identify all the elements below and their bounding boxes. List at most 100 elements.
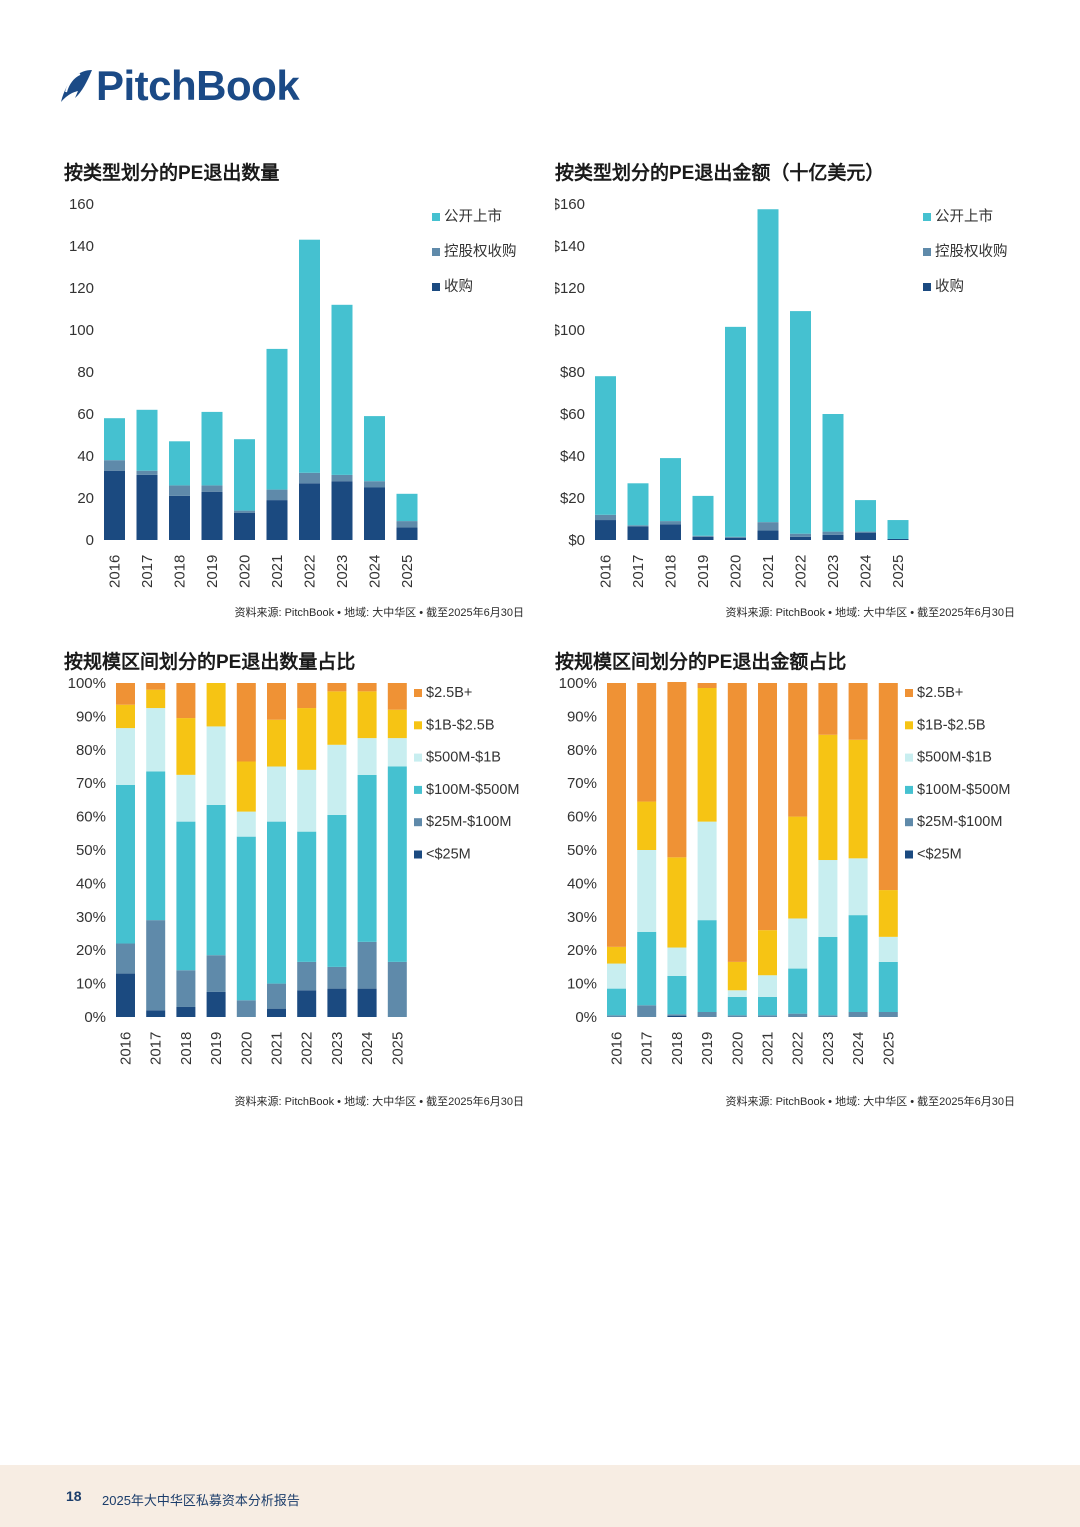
bar-segment	[136, 470, 158, 475]
y-tick-label: 80	[77, 364, 94, 381]
bar-segment	[104, 418, 125, 461]
bar-segment	[607, 1015, 626, 1017]
bar-segment	[357, 774, 377, 942]
bar-segment	[607, 963, 626, 989]
bar-segment	[757, 209, 779, 523]
page-footer: 18 2025年大中华区私募资本分析报告	[0, 1465, 1080, 1527]
bar-segment	[727, 990, 747, 997]
bar-segment	[201, 485, 223, 492]
bar-segment	[790, 533, 811, 537]
bar-segment	[697, 688, 717, 822]
source-note: 资料来源: PitchBook • 地域: 大中华区 • 截至2025年6月30…	[234, 1096, 524, 1108]
legend-label: $100M-$500M	[426, 782, 520, 798]
x-tick-label: 2020	[237, 555, 254, 588]
y-tick-label: 160	[69, 196, 94, 213]
x-tick-label: 2019	[699, 1032, 716, 1065]
bar-segment	[364, 416, 385, 482]
legend-swatch	[905, 818, 913, 827]
legend-swatch	[923, 248, 931, 256]
bar-segment	[790, 536, 811, 540]
y-tick-label: $120	[555, 280, 585, 297]
bar-segment	[818, 1015, 838, 1017]
y-tick-label: $40	[560, 448, 585, 465]
x-tick-label: 2020	[729, 1032, 746, 1065]
y-tick-label: $100	[555, 322, 585, 339]
bar-segment	[206, 683, 226, 727]
report-title: 2025年大中华区私募资本分析报告	[102, 1493, 300, 1508]
panel-count-share: 按规模区间划分的PE退出数量占比 0% 10% 20% 30% 40% 50% 60% 70%…	[64, 647, 534, 1117]
legend-label: 公开上市	[444, 208, 502, 225]
bar-segment	[727, 996, 747, 1016]
bar-segment	[327, 988, 347, 1017]
bar-segment	[396, 521, 418, 528]
bar-segment	[176, 970, 196, 1007]
bar-segment	[116, 973, 135, 1017]
y-tick-label: 40%	[76, 875, 106, 892]
bar-segment	[660, 524, 681, 540]
panel-value-share: 按规模区间划分的PE退出金额占比 0% 10% 20% 30% 40% 50% 60% 70%…	[555, 647, 1025, 1117]
x-tick-label: 2022	[793, 555, 810, 588]
bar-segment	[697, 821, 717, 921]
legend-swatch	[414, 721, 422, 730]
bar-segment	[637, 850, 657, 932]
bar-segment	[692, 535, 714, 537]
bar-segment	[848, 915, 868, 1012]
bar-segment	[206, 955, 226, 992]
bar-segment	[692, 495, 714, 536]
y-tick-label: 70%	[76, 775, 106, 792]
bar-segment	[727, 683, 747, 962]
bar-segment	[725, 537, 746, 540]
bar-segment	[697, 683, 717, 689]
y-tick-label: 100%	[559, 675, 597, 692]
chart-title: 按规模区间划分的PE退出数量占比	[64, 652, 356, 673]
bar-segment	[176, 683, 196, 719]
bar-segment	[822, 414, 844, 532]
bar-segment	[357, 691, 377, 739]
y-tick-label: 50%	[76, 842, 106, 859]
x-tick-label: 2025	[399, 555, 416, 588]
bar-segment	[267, 719, 286, 767]
x-tick-label: 2016	[118, 1032, 135, 1065]
y-tick-label: 20	[77, 490, 94, 507]
x-tick-label: 2025	[890, 555, 907, 588]
bar-segment	[818, 683, 838, 735]
y-tick-label: 30%	[567, 909, 597, 926]
legend-label: $100M-$500M	[917, 782, 1011, 798]
y-tick-label: 10%	[76, 976, 106, 993]
bar-segment	[267, 766, 286, 822]
x-tick-label: 2021	[269, 555, 286, 588]
source-note: 资料来源: PitchBook • 地域: 大中华区 • 截至2025年6月30…	[725, 607, 1015, 619]
x-tick-label: 2023	[825, 555, 842, 588]
bar-segment	[169, 495, 190, 540]
x-tick-label: 2022	[299, 1032, 316, 1065]
bar-segment	[116, 728, 135, 785]
legend-label: $500M-$1B	[917, 750, 992, 766]
x-tick-label: 2024	[858, 555, 875, 588]
x-tick-label: 2018	[669, 1032, 686, 1065]
bar-segment	[146, 1010, 166, 1017]
bar-segment	[667, 947, 687, 976]
chart-title: 按类型划分的PE退出数量	[64, 163, 280, 184]
bar-segment	[206, 804, 226, 956]
x-tick-label: 2017	[148, 1032, 165, 1065]
bar-segment	[104, 470, 125, 540]
bar-segment	[637, 931, 657, 1006]
legend-swatch	[414, 689, 422, 697]
bar-segment	[146, 683, 166, 690]
x-tick-label: 2021	[760, 1032, 777, 1065]
y-tick-label: 60%	[567, 809, 597, 826]
y-tick-label: 100%	[68, 675, 106, 692]
bar-segment	[176, 1006, 196, 1017]
bar-segment	[727, 1015, 747, 1017]
bar-segment	[396, 527, 418, 540]
legend-label: 控股权收购	[444, 243, 517, 260]
bar-segment	[878, 936, 898, 962]
bar-segment	[266, 348, 288, 490]
y-tick-label: 60	[77, 406, 94, 423]
y-tick-label: $60	[560, 406, 585, 423]
bar-segment	[387, 961, 407, 1017]
x-tick-label: 2017	[639, 1032, 656, 1065]
bar-segment	[331, 474, 353, 482]
bar-segment	[848, 683, 868, 740]
brand-name: PitchBook	[96, 62, 300, 109]
